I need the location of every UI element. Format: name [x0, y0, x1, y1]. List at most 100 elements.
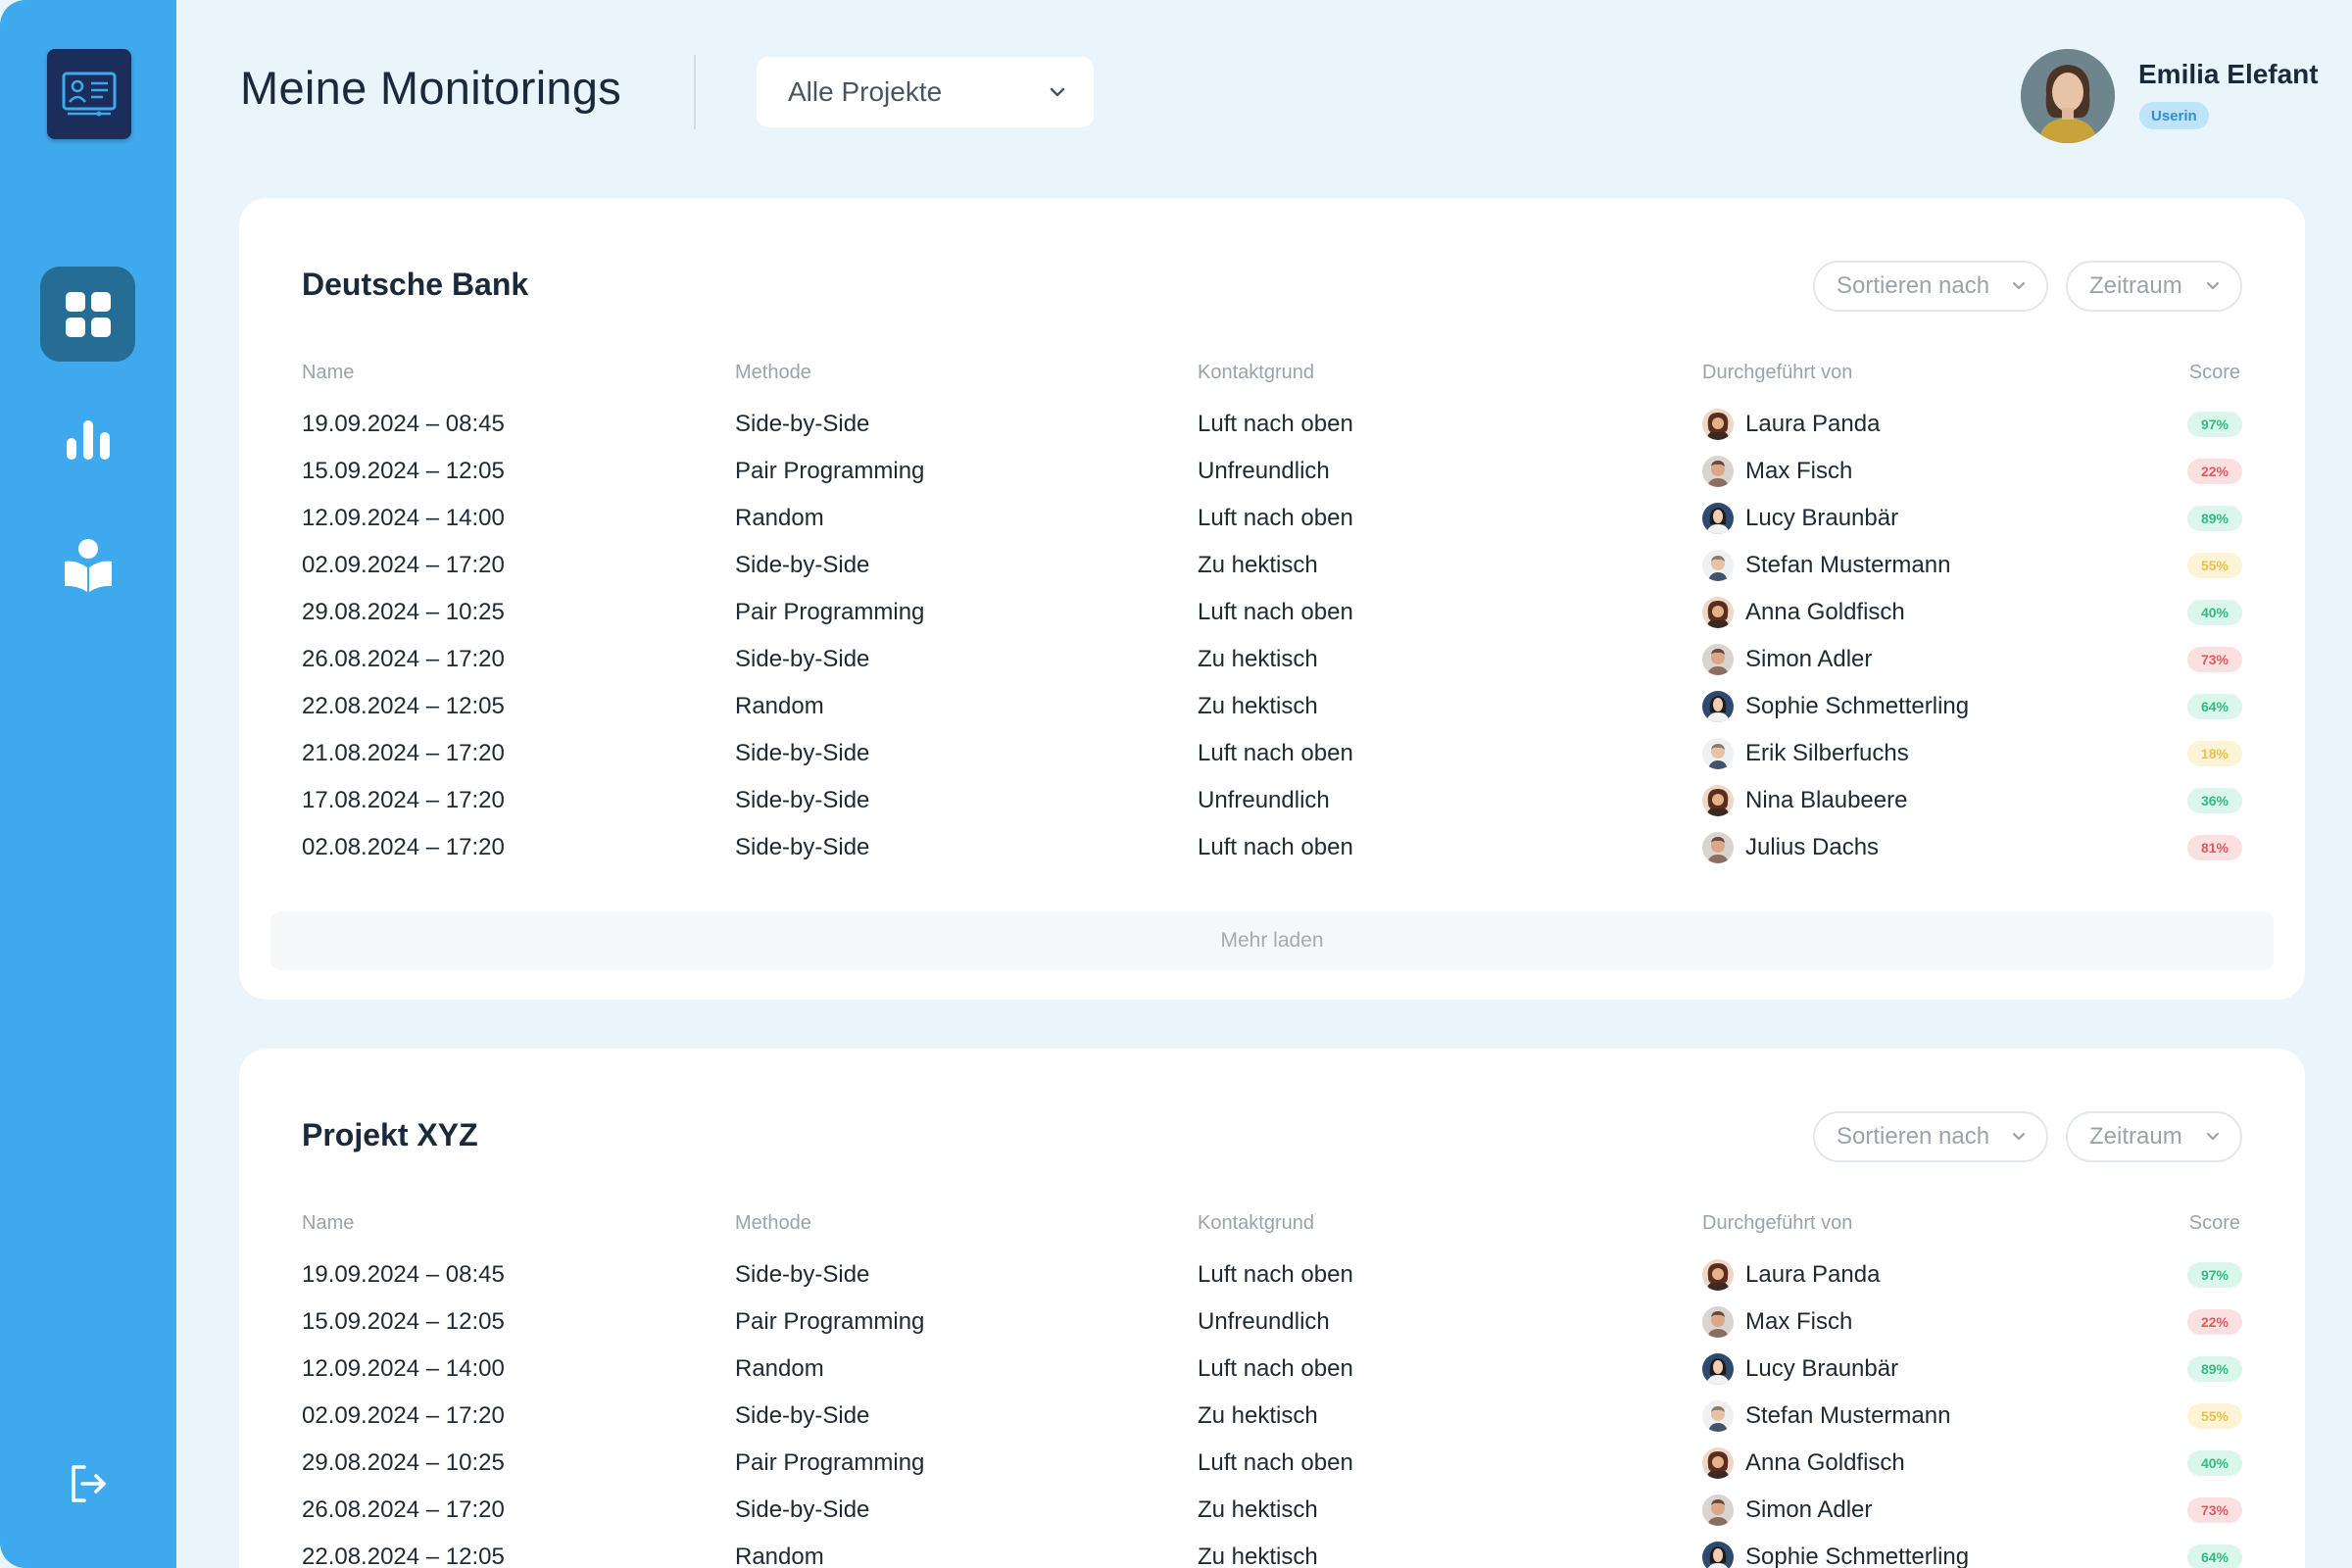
row-date: 22.08.2024 – 12:05 — [302, 693, 505, 719]
chevron-down-icon — [2206, 281, 2220, 290]
table-row[interactable]: 19.09.2024 – 08:45 Side-by-Side Luft nach … — [239, 1251, 2305, 1298]
sort-dropdown[interactable]: Sortieren nach — [1813, 1111, 2048, 1162]
bar-chart-icon — [66, 419, 110, 460]
row-performer: Julius Dachs — [1702, 824, 1879, 871]
person-avatar-icon — [1702, 785, 1734, 816]
column-header-name[interactable]: Name — [302, 1211, 355, 1234]
row-score: 97% — [2187, 401, 2242, 448]
app-logo[interactable] — [47, 49, 131, 139]
row-reason: Luft nach oben — [1198, 505, 1353, 531]
nav-learning[interactable] — [40, 517, 135, 612]
row-performer-name: Sophie Schmetterling — [1745, 693, 1970, 719]
row-method: Pair Programming — [735, 1308, 925, 1335]
row-performer-name: Stefan Mustermann — [1745, 1402, 1951, 1429]
row-method: Side-by-Side — [735, 787, 870, 813]
project-select-value: Alle Projekte — [788, 76, 943, 107]
row-score: 55% — [2187, 1393, 2242, 1440]
table-row[interactable]: 22.08.2024 – 12:05 Random Zu hektisch Sophi… — [239, 683, 2305, 730]
monitoring-card: Projekt XYZ Sortieren nach Zeitraum Name… — [239, 1049, 2305, 1568]
project-select[interactable]: Alle Projekte — [757, 57, 1094, 127]
row-performer: Simon Adler — [1702, 1487, 1872, 1534]
logout-button[interactable] — [40, 1436, 135, 1531]
row-score: 22% — [2187, 448, 2242, 495]
person-avatar-icon — [1702, 691, 1734, 722]
column-header-by[interactable]: Durchgeführt von — [1702, 361, 1853, 383]
table-row[interactable]: 02.09.2024 – 17:20 Side-by-Side Zu hektisc… — [239, 1393, 2305, 1440]
row-reason: Unfreundlich — [1198, 1308, 1330, 1335]
row-performer: Nina Blaubeere — [1702, 777, 1907, 824]
row-reason: Zu hektisch — [1198, 1496, 1318, 1523]
score-badge: 22% — [2187, 459, 2242, 484]
column-header-name[interactable]: Name — [302, 361, 355, 383]
row-score: 81% — [2187, 824, 2242, 871]
table-row[interactable]: 02.08.2024 – 17:20 Side-by-Side Luft nach … — [239, 824, 2305, 871]
row-method: Side-by-Side — [735, 646, 870, 672]
reader-book-icon — [64, 538, 112, 592]
header-divider — [694, 55, 696, 129]
person-avatar-icon — [1702, 1306, 1734, 1338]
table-row[interactable]: 22.08.2024 – 12:05 Random Zu hektisch Sophi… — [239, 1534, 2305, 1568]
table-row[interactable]: 29.08.2024 – 10:25 Pair Programming Luft n… — [239, 1440, 2305, 1487]
row-performer-name: Laura Panda — [1745, 411, 1881, 437]
row-method: Side-by-Side — [735, 411, 870, 437]
card-title: Projekt XYZ — [302, 1117, 478, 1152]
person-avatar-icon — [1702, 738, 1734, 769]
score-badge: 55% — [2187, 1403, 2242, 1429]
chevron-down-icon — [2206, 1132, 2220, 1141]
column-header-method[interactable]: Methode — [735, 361, 811, 383]
period-label: Zeitraum — [2089, 1123, 2182, 1150]
table-row[interactable]: 26.08.2024 – 17:20 Side-by-Side Zu hektisc… — [239, 1487, 2305, 1534]
row-performer: Simon Adler — [1702, 636, 1872, 683]
nav-statistics[interactable] — [40, 392, 135, 487]
chevron-down-icon — [2012, 1132, 2026, 1141]
period-dropdown[interactable]: Zeitraum — [2066, 261, 2242, 312]
table-row[interactable]: 19.09.2024 – 08:45 Side-by-Side Luft nach … — [239, 401, 2305, 448]
row-performer: Anna Goldfisch — [1702, 1440, 1905, 1487]
column-header-score[interactable]: Score — [2188, 361, 2240, 383]
table-row[interactable]: 02.09.2024 – 17:20 Side-by-Side Zu hektisc… — [239, 542, 2305, 589]
table-row[interactable]: 17.08.2024 – 17:20 Side-by-Side Unfreundli… — [239, 777, 2305, 824]
sort-label: Sortieren nach — [1837, 1123, 1990, 1150]
row-performer-name: Stefan Mustermann — [1745, 552, 1951, 578]
row-date: 02.09.2024 – 17:20 — [302, 552, 505, 578]
row-performer-name: Julius Dachs — [1745, 834, 1880, 860]
table-row[interactable]: 21.08.2024 – 17:20 Side-by-Side Luft nach … — [239, 730, 2305, 777]
score-badge: 40% — [2187, 600, 2242, 625]
table-row[interactable]: 29.08.2024 – 10:25 Pair Programming Luft n… — [239, 589, 2305, 636]
column-header-reason[interactable]: Kontaktgrund — [1198, 1211, 1314, 1234]
user-avatar[interactable] — [2021, 49, 2115, 143]
row-method: Random — [735, 1544, 824, 1568]
table-row[interactable]: 15.09.2024 – 12:05 Pair Programming Unfreu… — [239, 1298, 2305, 1346]
person-avatar-icon — [1702, 1494, 1734, 1526]
row-performer-name: Sophie Schmetterling — [1745, 1544, 1970, 1568]
row-performer-name: Max Fisch — [1745, 1308, 1853, 1335]
person-avatar-icon — [1702, 832, 1734, 863]
score-badge: 22% — [2187, 1309, 2242, 1335]
person-avatar-icon — [1702, 1400, 1734, 1432]
column-header-reason[interactable]: Kontaktgrund — [1198, 361, 1314, 383]
row-reason: Luft nach oben — [1198, 834, 1353, 860]
row-reason: Zu hektisch — [1198, 1544, 1318, 1568]
row-performer: Sophie Schmetterling — [1702, 683, 1969, 730]
row-performer: Sophie Schmetterling — [1702, 1534, 1969, 1568]
row-score: 36% — [2187, 777, 2242, 824]
period-dropdown[interactable]: Zeitraum — [2066, 1111, 2242, 1162]
row-method: Random — [735, 1355, 824, 1382]
column-header-by[interactable]: Durchgeführt von — [1702, 1211, 1853, 1234]
column-header-method[interactable]: Methode — [735, 1211, 811, 1234]
table-row[interactable]: 12.09.2024 – 14:00 Random Luft nach oben Lu… — [239, 1346, 2305, 1393]
sort-dropdown[interactable]: Sortieren nach — [1813, 261, 2048, 312]
score-badge: 40% — [2187, 1450, 2242, 1476]
row-reason: Zu hektisch — [1198, 552, 1318, 578]
row-date: 19.09.2024 – 08:45 — [302, 411, 505, 437]
table-row[interactable]: 15.09.2024 – 12:05 Pair Programming Unfreu… — [239, 448, 2305, 495]
column-header-score[interactable]: Score — [2188, 1211, 2240, 1234]
nav-dashboard[interactable] — [40, 267, 135, 362]
table-row[interactable]: 26.08.2024 – 17:20 Side-by-Side Zu hektisc… — [239, 636, 2305, 683]
row-method: Side-by-Side — [735, 1261, 870, 1288]
load-more-button[interactable]: Mehr laden — [270, 911, 2274, 970]
table-row[interactable]: 12.09.2024 – 14:00 Random Luft nach oben Lu… — [239, 495, 2305, 542]
score-badge: 97% — [2187, 412, 2242, 437]
row-performer: Laura Panda — [1702, 401, 1880, 448]
monitoring-card: Deutsche Bank Sortieren nach Zeitraum Na… — [239, 198, 2305, 1000]
